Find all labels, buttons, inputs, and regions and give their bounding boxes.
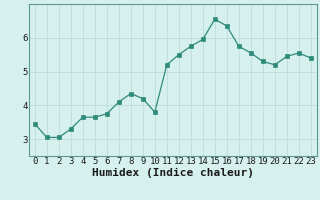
X-axis label: Humidex (Indice chaleur): Humidex (Indice chaleur) (92, 168, 254, 178)
